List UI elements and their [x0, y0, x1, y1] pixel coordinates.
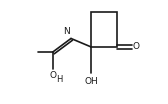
- Text: N: N: [63, 27, 70, 36]
- Text: O: O: [133, 42, 140, 51]
- Text: O: O: [49, 71, 56, 80]
- Text: H: H: [56, 75, 62, 84]
- Text: OH: OH: [84, 77, 98, 86]
